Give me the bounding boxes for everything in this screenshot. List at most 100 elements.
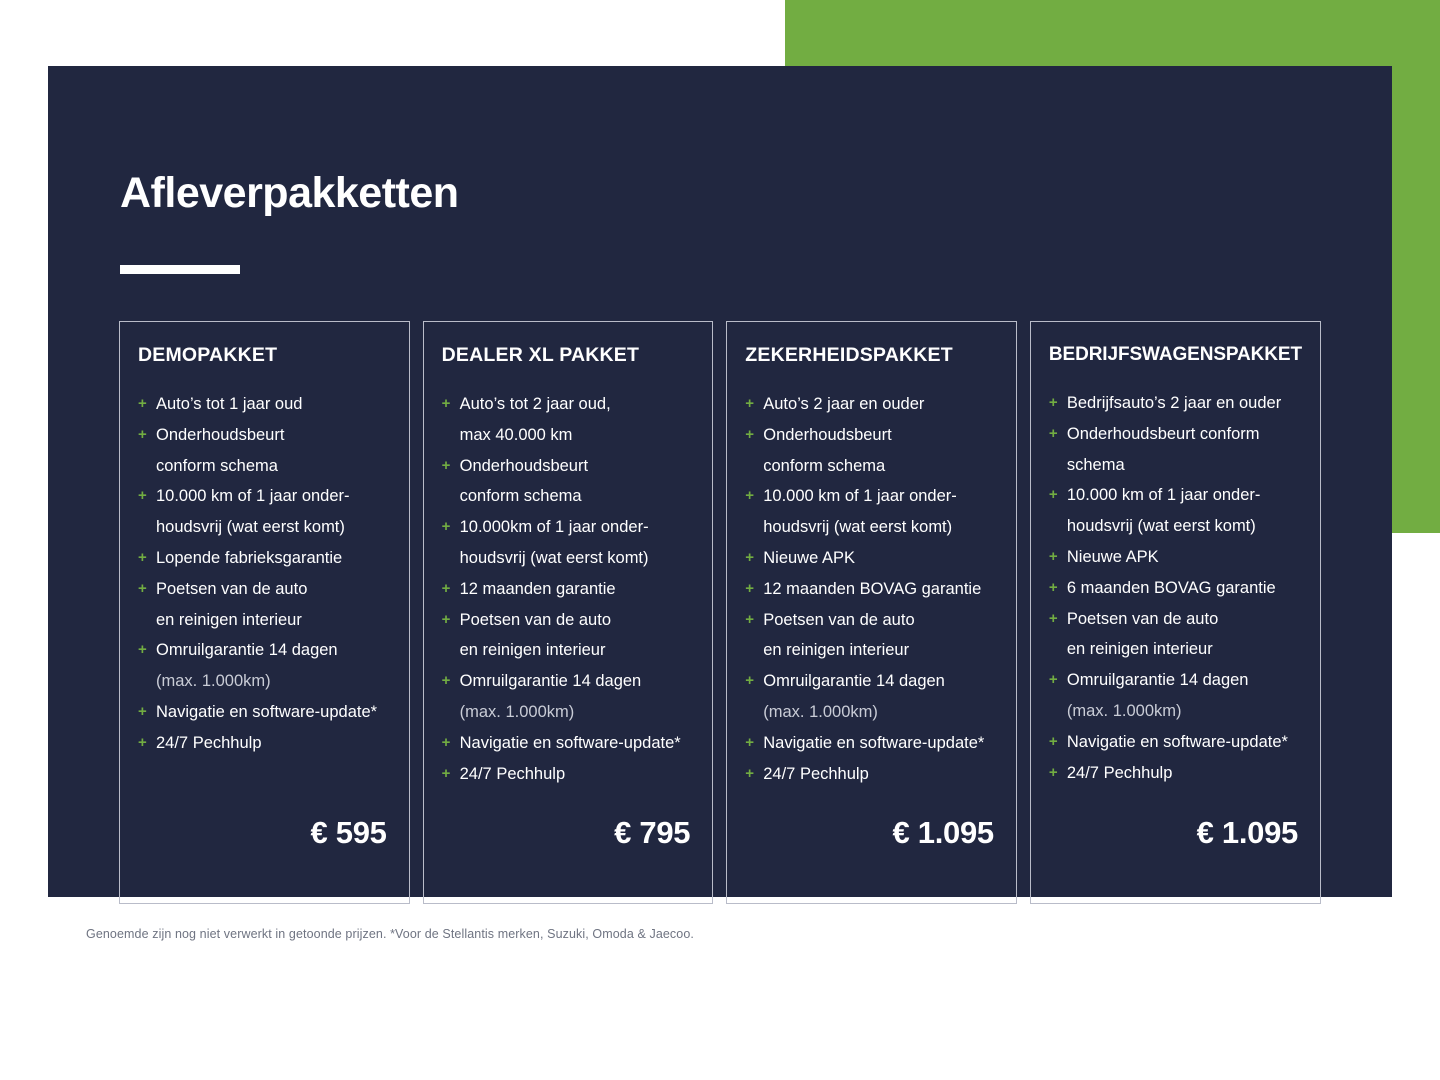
feature-label: en reinigen interieur <box>1066 640 1213 659</box>
feature-label: max 40.000 km <box>459 425 573 444</box>
feature-item: +24/7 Pechhulp <box>1049 758 1302 789</box>
feature-item-continuation: en reinigen interieur <box>442 635 695 666</box>
package-card-dealer-xl-pakket[interactable]: DEALER XL PAKKET + Auto’s tot 2 jaar oud,… <box>422 321 714 905</box>
feature-item-continuation: houdsvrij (wat eerst komt) <box>745 512 998 543</box>
feature-label: en reinigen interieur <box>763 641 910 660</box>
feature-item: + Poetsen van de auto <box>138 574 391 605</box>
footnote-disclaimer: Genoemde zijn nog niet verwerkt in getoo… <box>86 927 694 941</box>
feature-list: + Bedrijfsauto’s 2 jaar en ouder + Onderho… <box>1049 388 1302 788</box>
feature-item: +10.000 km of 1 jaar onder- <box>138 481 391 512</box>
feature-item: +24/7 Pechhulp <box>745 759 998 790</box>
feature-label: conform schema <box>459 487 582 506</box>
plus-icon: + <box>745 579 755 597</box>
feature-item: +6 maanden BOVAG garantie <box>1049 573 1302 604</box>
feature-label: conform schema <box>763 456 886 475</box>
feature-label: Omruilgarantie 14 dagen <box>1066 671 1249 690</box>
feature-item: +12 maanden garantie <box>442 574 695 605</box>
feature-item: + Auto’s 2 jaar en ouder <box>745 389 998 420</box>
feature-item-continuation: en reinigen interieur <box>745 635 998 666</box>
feature-item-continuation: conform schema <box>138 451 391 482</box>
feature-label: Navigatie en software-update* <box>1066 732 1288 751</box>
plus-icon: + <box>138 641 147 659</box>
plus-icon: + <box>745 764 755 782</box>
package-card-zekerheidspakket[interactable]: ZEKERHEIDSPAKKET + Auto’s 2 jaar en ouder… <box>726 321 1017 905</box>
feature-item: + Omruilgarantie 14 dagen <box>138 635 391 666</box>
plus-icon: + <box>138 425 147 443</box>
feature-label: (max. 1.000km) <box>1066 701 1182 720</box>
plus-icon: + <box>441 672 451 690</box>
feature-item: + Nieuwe APK <box>1049 542 1302 573</box>
feature-item: +10.000 km of 1 jaar onder- <box>1049 480 1302 511</box>
plus-icon: + <box>441 610 451 628</box>
feature-item-continuation: (max. 1.000km) <box>1049 696 1302 727</box>
card-title: DEMOPAKKET <box>138 344 278 366</box>
feature-item: + Onderhoudsbeurt <box>442 451 695 482</box>
feature-item: + Omruilgarantie 14 dagen <box>745 666 998 697</box>
feature-label: Navigatie en software-update* <box>763 733 985 752</box>
feature-label: Onderhoudsbeurt conform <box>1066 424 1260 443</box>
feature-label: Navigatie en software-update* <box>459 733 681 752</box>
feature-item: +10.000 km of 1 jaar onder- <box>745 481 998 512</box>
feature-label: 10.000 km of 1 jaar onder- <box>763 487 957 506</box>
plus-icon: + <box>1048 732 1058 750</box>
plus-icon: + <box>745 425 755 443</box>
feature-label: (max. 1.000km) <box>156 672 271 691</box>
package-card-bedrijfswagenspakket[interactable]: BEDRIJFSWAGENSPAKKET + Bedrijfsauto’s 2 j… <box>1029 321 1321 905</box>
feature-list: + Auto’s 2 jaar en ouder + Onderhoudsbeurt… <box>745 389 998 789</box>
plus-icon: + <box>1048 547 1058 565</box>
feature-item: + Bedrijfsauto’s 2 jaar en ouder <box>1049 388 1302 419</box>
feature-label: (max. 1.000km) <box>459 702 575 721</box>
plus-icon: + <box>1048 394 1058 411</box>
plus-icon: + <box>1048 424 1058 442</box>
feature-item: +24/7 Pechhulp <box>442 759 695 790</box>
plus-icon: + <box>441 764 451 782</box>
feature-label: 6 maanden BOVAG garantie <box>1066 578 1276 597</box>
feature-label: Omruilgarantie 14 dagen <box>763 672 945 691</box>
feature-item: + Onderhoudsbeurt <box>745 420 998 451</box>
plus-icon: + <box>1048 763 1058 781</box>
feature-label: Auto’s tot 1 jaar oud <box>156 395 303 413</box>
feature-list: + Auto’s tot 1 jaar oud + Onderhoudsbeurt … <box>138 389 391 759</box>
feature-label: 10.000 km of 1 jaar onder- <box>156 487 350 506</box>
feature-item-continuation: schema <box>1049 450 1302 481</box>
feature-label: Poetsen van de auto <box>763 610 915 629</box>
feature-item: + Poetsen van de auto <box>442 605 695 636</box>
plus-icon: + <box>441 518 451 536</box>
feature-item: + Navigatie en software-update* <box>138 697 391 728</box>
feature-label: 24/7 Pechhulp <box>459 764 566 783</box>
feature-label: 10.000km of 1 jaar onder- <box>459 518 649 537</box>
feature-item: + Navigatie en software-update* <box>1049 727 1302 758</box>
feature-item: + Onderhoudsbeurt conform <box>1049 419 1302 450</box>
plus-icon: + <box>138 579 147 597</box>
feature-label: houdsvrij (wat eerst komt) <box>1066 517 1256 536</box>
plus-icon: + <box>745 610 755 628</box>
feature-label: 10.000 km of 1 jaar onder- <box>1066 486 1261 505</box>
feature-label: Auto’s tot 2 jaar oud, <box>459 395 611 413</box>
card-price: € 1.095 <box>892 815 995 851</box>
package-card-demopakket[interactable]: DEMOPAKKET + Auto’s tot 1 jaar oud + Onder… <box>119 321 410 905</box>
feature-item-continuation: en reinigen interieur <box>1049 634 1302 665</box>
feature-item-continuation: (max. 1.000km) <box>745 697 998 728</box>
feature-item-continuation: houdsvrij (wat eerst komt) <box>1049 511 1302 542</box>
feature-label: (max. 1.000km) <box>763 702 878 721</box>
feature-label: Omruilgarantie 14 dagen <box>459 672 642 691</box>
plus-icon: + <box>138 548 147 566</box>
feature-label: 12 maanden garantie <box>459 579 616 598</box>
plus-icon: + <box>441 395 451 412</box>
feature-item: + Auto’s tot 1 jaar oud <box>138 389 391 420</box>
plus-icon: + <box>745 733 755 751</box>
feature-item: + Onderhoudsbeurt <box>138 420 391 451</box>
feature-item-continuation: en reinigen interieur <box>138 605 391 636</box>
plus-icon: + <box>138 733 147 751</box>
plus-icon: + <box>745 487 755 505</box>
feature-item: + Navigatie en software-update* <box>745 728 998 759</box>
card-title: DEALER XL PAKKET <box>441 344 640 366</box>
feature-label: en reinigen interieur <box>156 610 302 629</box>
feature-label: houdsvrij (wat eerst komt) <box>459 548 649 567</box>
feature-label: Onderhoudsbeurt <box>459 456 589 475</box>
plus-icon: + <box>138 702 147 720</box>
card-title: BEDRIJFSWAGENSPAKKET <box>1048 344 1302 365</box>
plus-icon: + <box>441 456 451 474</box>
feature-item: + Omruilgarantie 14 dagen <box>442 666 695 697</box>
feature-item: +12 maanden BOVAG garantie <box>745 574 998 605</box>
